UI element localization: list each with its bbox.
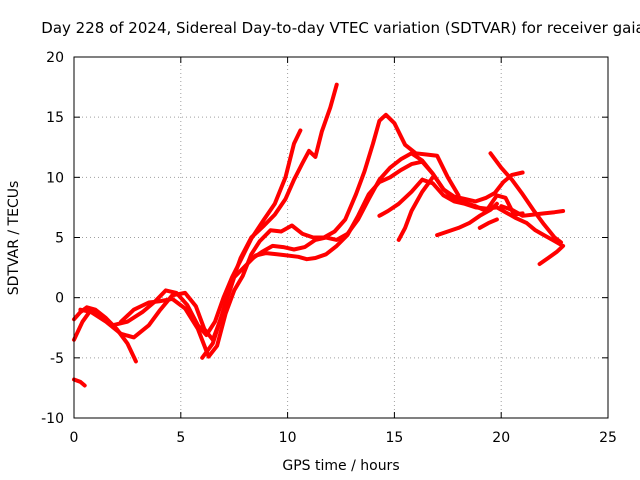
x-tick-label: 25 [599,430,617,446]
y-tick-label: 20 [46,50,64,66]
series-arc-10 [435,201,499,238]
x-tick-label: 15 [385,430,403,446]
x-tick-label: 10 [279,430,297,446]
y-tick-label: -10 [41,411,64,427]
y-tick-label: -5 [50,351,64,367]
axis-ticks: 0 5 10 15 20 25 -10 -5 0 5 10 15 20 [41,50,617,446]
series-arc-8 [377,177,563,247]
x-axis-label: GPS time / hours [282,458,399,474]
series-arc-12 [499,204,566,218]
x-tick-label: 0 [70,430,79,446]
chart-title: Day 228 of 2024, Sidereal Day-to-day VTE… [41,19,640,37]
series-arc-7 [249,151,525,262]
x-tick-label: 5 [176,430,185,446]
y-tick-label: 0 [55,291,64,307]
x-tick-label: 20 [492,430,510,446]
y-axis-label: SDTVAR / TECUs [6,181,22,296]
series-arc-11 [488,151,563,245]
y-tick-label: 10 [46,170,64,186]
series-arc-13 [537,243,566,266]
series-group [72,82,566,388]
series-arc-1 [72,377,87,388]
series-arc-9 [396,175,435,242]
series-arc-14 [477,217,499,230]
y-tick-label: 15 [46,110,64,126]
grid [74,57,608,418]
y-tick-label: 5 [55,231,64,247]
series-arc-5 [119,112,461,359]
series-arc-4 [78,82,339,342]
